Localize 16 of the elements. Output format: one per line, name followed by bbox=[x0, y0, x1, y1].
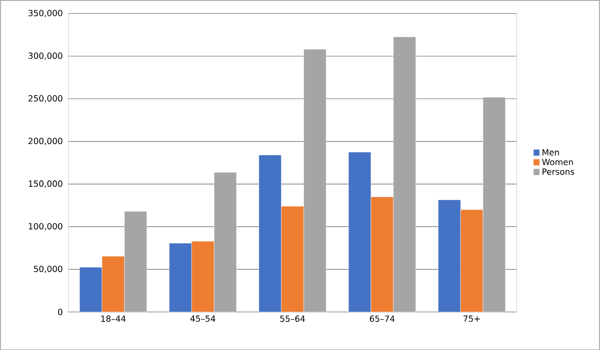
x-tick-label: 65–74 bbox=[370, 315, 395, 322]
y-tick-label: 100,000 bbox=[28, 222, 62, 230]
y-tick-label: 250,000 bbox=[28, 94, 62, 102]
x-tick-label: 45–54 bbox=[190, 315, 216, 322]
y-tick-label: 0 bbox=[58, 308, 62, 315]
y-tick-label: 150,000 bbox=[28, 180, 62, 188]
legend-label: Women bbox=[542, 158, 573, 165]
y-tick-label: 200,000 bbox=[28, 138, 62, 145]
x-tick-label: 75+ bbox=[464, 315, 480, 322]
y-tick-label: 50,000 bbox=[34, 266, 62, 273]
legend-label: Persons bbox=[542, 168, 574, 175]
y-tick-label: 300,000 bbox=[28, 52, 62, 60]
x-tick-label: 18–44 bbox=[101, 315, 126, 322]
legend-label: Men bbox=[542, 149, 559, 156]
x-tick-label: 55–64 bbox=[280, 315, 305, 322]
y-tick-label: 350,000 bbox=[28, 10, 62, 17]
